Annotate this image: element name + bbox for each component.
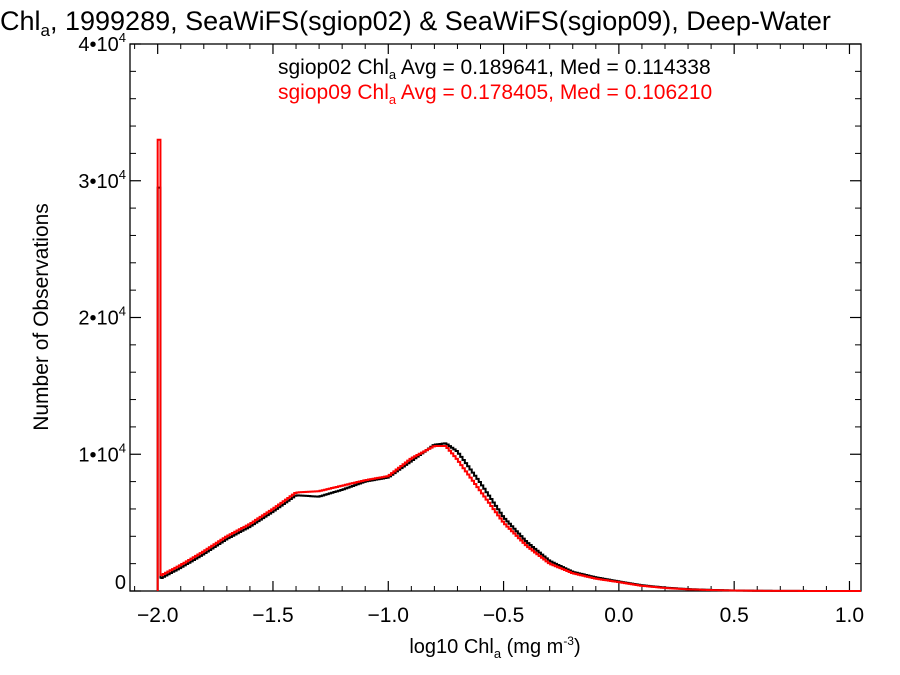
y-axis-label: Number of Observations: [30, 203, 53, 431]
x-tick-label: 1.0: [835, 604, 864, 627]
y-tick-label: 1•104: [78, 440, 126, 466]
y-tick-label: 0: [115, 572, 126, 594]
series-layer: [156, 138, 861, 592]
y-tick-label-exponent: 4: [119, 304, 126, 319]
x-axis-label: log10 Chla (mg m-3): [409, 634, 580, 661]
y-tick-label: 4•104: [78, 30, 126, 56]
x-axis-label-prefix: log10 Chl: [409, 636, 494, 658]
x-tick-label: 0.5: [720, 604, 749, 627]
x-axis-label-unit: (mg m: [501, 636, 563, 658]
x-tick-label: −0.5: [483, 604, 524, 627]
x-axis: −2.0 −1.5 −1.0 −0.5 0.0 0.5 1.0: [134, 44, 864, 627]
y-tick-label: 2•104: [78, 304, 126, 330]
legend-entry-sgiop09-stats: Avg = 0.178405, Med = 0.106210: [396, 81, 712, 104]
series-line-sgiop02: [156, 186, 861, 592]
x-tick-label: −1.5: [252, 604, 293, 627]
legend-entry-sgiop09: sgiop09 Chla Avg = 0.178405, Med = 0.106…: [278, 81, 712, 107]
x-axis-label-subscript: a: [494, 646, 502, 661]
y-tick-label-base: 0: [115, 572, 126, 594]
x-axis-label-close: ): [574, 636, 581, 658]
x-tick-label: 0.0: [604, 604, 633, 627]
chart-title-prefix: Chl: [0, 6, 41, 36]
y-tick-label-exponent: 4: [119, 440, 126, 455]
x-tick-label: −1.0: [368, 604, 409, 627]
series-line-sgiop09: [156, 138, 861, 592]
chart-title-subscript: a: [41, 21, 51, 40]
legend-entry-sgiop02: sgiop02 Chla Avg = 0.189641, Med = 0.114…: [278, 56, 711, 82]
y-tick-label-base: 2•10: [78, 308, 118, 330]
legend-entry-sgiop02-prefix: sgiop02 Chl: [278, 56, 389, 79]
x-tick-label: −2.0: [137, 604, 178, 627]
legend: sgiop02 Chla Avg = 0.189641, Med = 0.114…: [278, 56, 712, 107]
y-tick-label-base: 3•10: [78, 171, 118, 193]
x-axis-label-superscript: -3: [563, 634, 574, 648]
y-tick-label-exponent: 4: [119, 30, 126, 45]
y-tick-label-exponent: 4: [119, 167, 126, 182]
y-tick-label: 3•104: [78, 167, 126, 193]
y-tick-label-base: 1•10: [78, 444, 118, 466]
legend-entry-sgiop02-subscript: a: [389, 67, 397, 82]
chart-title-rest: , 1999289, SeaWiFS(sgiop02) & SeaWiFS(sg…: [50, 6, 831, 36]
y-tick-label-base: 4•10: [78, 34, 118, 56]
legend-entry-sgiop09-prefix: sgiop09 Chl: [278, 81, 389, 104]
legend-entry-sgiop09-subscript: a: [389, 92, 397, 107]
legend-entry-sgiop02-stats: Avg = 0.189641, Med = 0.114338: [396, 56, 711, 79]
chart-title: Chla, 1999289, SeaWiFS(sgiop02) & SeaWiF…: [0, 6, 831, 40]
